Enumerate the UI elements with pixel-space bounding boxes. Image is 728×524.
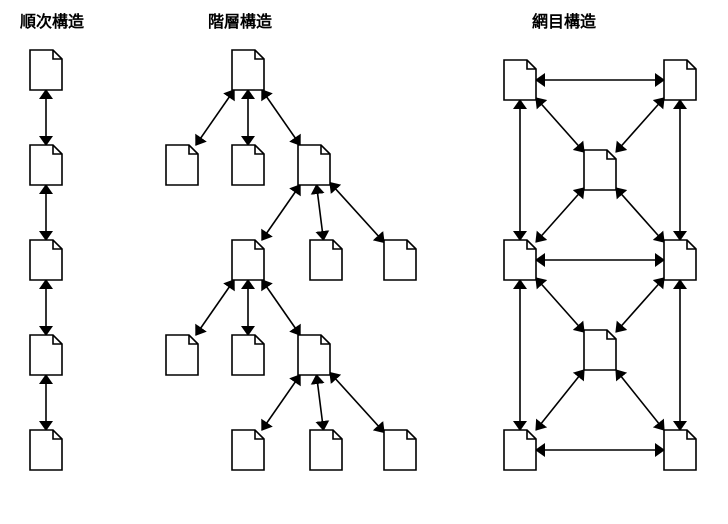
- edge: [536, 370, 584, 430]
- page-node: [232, 50, 264, 90]
- edge: [616, 278, 664, 332]
- edge: [196, 90, 234, 145]
- page-node: [664, 430, 696, 470]
- page-node: [664, 60, 696, 100]
- page-node: [166, 145, 198, 185]
- section-title: 順次構造: [20, 8, 84, 32]
- diagram-svg: [0, 0, 728, 519]
- edge: [616, 188, 664, 242]
- page-node: [30, 145, 62, 185]
- page-node: [504, 240, 536, 280]
- edge: [616, 370, 664, 430]
- edge: [262, 90, 300, 145]
- page-node: [30, 335, 62, 375]
- page-node: [584, 330, 616, 370]
- section-title: 階層構造: [208, 8, 272, 32]
- edge: [536, 98, 584, 152]
- page-node: [30, 430, 62, 470]
- page-node: [310, 240, 342, 280]
- page-node: [232, 430, 264, 470]
- page-node: [232, 240, 264, 280]
- page-node: [384, 240, 416, 280]
- page-node: [298, 335, 330, 375]
- section-title: 網目構造: [532, 8, 596, 32]
- page-node: [166, 335, 198, 375]
- edge: [262, 280, 300, 335]
- page-node: [30, 240, 62, 280]
- page-node: [384, 430, 416, 470]
- page-node: [298, 145, 330, 185]
- edge: [536, 278, 584, 332]
- page-node: [584, 150, 616, 190]
- edge: [616, 98, 664, 152]
- page-node: [310, 430, 342, 470]
- page-node: [504, 430, 536, 470]
- edge: [317, 375, 324, 430]
- edge: [317, 185, 324, 240]
- edge: [262, 375, 300, 430]
- edge: [330, 373, 384, 433]
- diagram-stage: 順次構造 階層構造 網目構造: [0, 0, 728, 519]
- edge: [536, 188, 584, 242]
- edge: [330, 183, 384, 243]
- edge: [196, 280, 234, 335]
- page-node: [232, 145, 264, 185]
- edge: [262, 185, 300, 240]
- page-node: [232, 335, 264, 375]
- page-node: [664, 240, 696, 280]
- page-node: [30, 50, 62, 90]
- page-node: [504, 60, 536, 100]
